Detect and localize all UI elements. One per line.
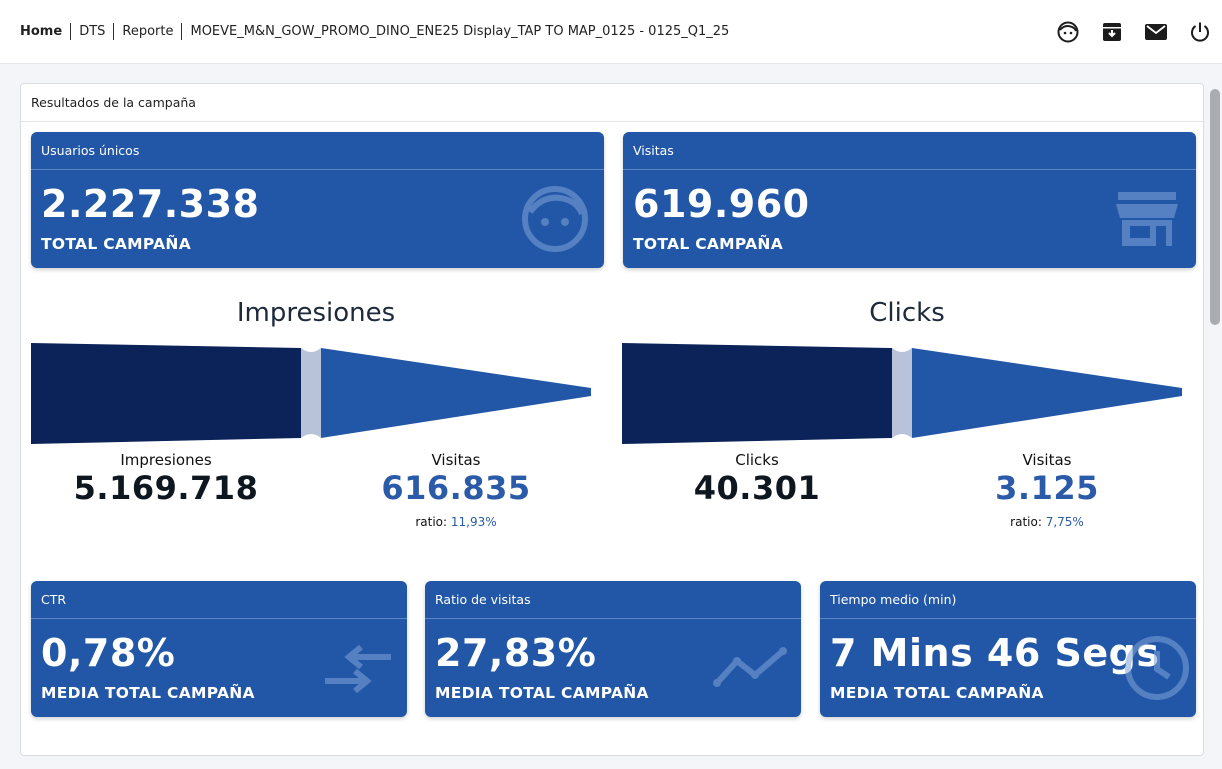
- breadcrumb-separator: [113, 23, 115, 40]
- card-value: 7 Mins 46 Segs: [830, 631, 1160, 675]
- breadcrumb-reporte-link[interactable]: Reporte: [122, 24, 174, 39]
- ratio-label: ratio:: [415, 515, 448, 529]
- funnel-clicks-right-stat: Visitas 3.125: [917, 451, 1177, 507]
- header-actions: [1056, 20, 1212, 44]
- power-icon[interactable]: [1188, 20, 1212, 44]
- card-subtitle: TOTAL CAMPAÑA: [633, 235, 783, 253]
- ratio-value: 11,93%: [450, 515, 497, 529]
- card-title: Usuarios únicos: [31, 132, 604, 170]
- stat-label: Impresiones: [120, 451, 212, 469]
- funnel-clicks-chart: [622, 343, 1182, 444]
- breadcrumb-current: MOEVE_M&N_GOW_PROMO_DINO_ENE25 Display_T…: [190, 24, 730, 39]
- ctr-card: CTR 0,78% MEDIA TOTAL CAMPAÑA: [31, 581, 407, 717]
- stat-value: 3.125: [995, 469, 1099, 507]
- mail-icon[interactable]: [1144, 20, 1168, 44]
- funnel-stage-right: [912, 348, 1182, 438]
- store-icon: [1116, 190, 1178, 252]
- breadcrumb-separator: [70, 23, 72, 40]
- archive-icon[interactable]: [1100, 20, 1124, 44]
- card-subtitle: MEDIA TOTAL CAMPAÑA: [41, 684, 255, 702]
- card-value: 2.227.338: [41, 182, 260, 226]
- stat-label: Clicks: [735, 451, 779, 469]
- face-icon: [520, 184, 590, 258]
- card-subtitle: TOTAL CAMPAÑA: [41, 235, 191, 253]
- funnel-stage-right: [321, 348, 591, 438]
- breadcrumb-separator: [181, 23, 183, 40]
- funnel-impresiones-ratio: ratio: 11,93%: [356, 515, 556, 529]
- top-bar: Home DTS Reporte MOEVE_M&N_GOW_PROMO_DIN…: [0, 0, 1222, 64]
- funnel-clicks-ratio: ratio: 7,75%: [947, 515, 1147, 529]
- face-icon[interactable]: [1056, 20, 1080, 44]
- card-value: 619.960: [633, 182, 810, 226]
- card-value: 27,83%: [435, 631, 597, 675]
- funnel-clicks-title: Clicks: [869, 298, 945, 328]
- unique-users-card: Usuarios únicos 2.227.338 TOTAL CAMPAÑA: [31, 132, 604, 268]
- card-title: Ratio de visitas: [425, 581, 801, 619]
- visit-ratio-card: Ratio de visitas 27,83% MEDIA TOTAL CAMP…: [425, 581, 801, 717]
- card-value: 0,78%: [41, 631, 176, 675]
- stat-value: 40.301: [693, 469, 821, 507]
- arrows-compare-icon: [323, 643, 393, 699]
- funnel-impresiones-right-stat: Visitas 616.835: [326, 451, 586, 507]
- panel-title: Resultados de la campaña: [21, 84, 1203, 122]
- card-title: CTR: [31, 581, 407, 619]
- card-subtitle: MEDIA TOTAL CAMPAÑA: [435, 684, 649, 702]
- scrollbar-thumb[interactable]: [1210, 89, 1220, 325]
- visits-card: Visitas 619.960 TOTAL CAMPAÑA: [623, 132, 1196, 268]
- stat-value: 5.169.718: [73, 469, 259, 507]
- breadcrumb-dts-link[interactable]: DTS: [79, 24, 106, 39]
- stat-value: 616.835: [381, 469, 531, 507]
- stat-label: Visitas: [431, 451, 481, 469]
- card-title: Tiempo medio (min): [820, 581, 1196, 619]
- ratio-value: 7,75%: [1045, 515, 1084, 529]
- avg-time-card: Tiempo medio (min) 7 Mins 46 Segs MEDIA …: [820, 581, 1196, 717]
- ratio-label: ratio:: [1010, 515, 1042, 529]
- campaign-results-panel: Resultados de la campaña Usuarios únicos…: [20, 83, 1204, 756]
- funnel-gap: [892, 348, 912, 438]
- funnel-gap: [301, 348, 321, 438]
- funnel-impresiones-title: Impresiones: [236, 298, 396, 328]
- stat-label: Visitas: [1022, 451, 1072, 469]
- breadcrumb-home-link[interactable]: Home: [20, 24, 63, 39]
- clock-icon: [1122, 633, 1192, 707]
- funnel-clicks-left-stat: Clicks 40.301: [627, 451, 887, 507]
- funnel-stage-left: [31, 343, 301, 444]
- card-title: Visitas: [623, 132, 1196, 170]
- card-subtitle: MEDIA TOTAL CAMPAÑA: [830, 684, 1044, 702]
- funnel-impresiones-left-stat: Impresiones 5.169.718: [36, 451, 296, 507]
- trending-line-icon: [713, 645, 789, 693]
- funnel-stage-left: [622, 343, 892, 444]
- breadcrumb: Home DTS Reporte MOEVE_M&N_GOW_PROMO_DIN…: [20, 23, 729, 40]
- funnel-impresiones-chart: [31, 343, 591, 444]
